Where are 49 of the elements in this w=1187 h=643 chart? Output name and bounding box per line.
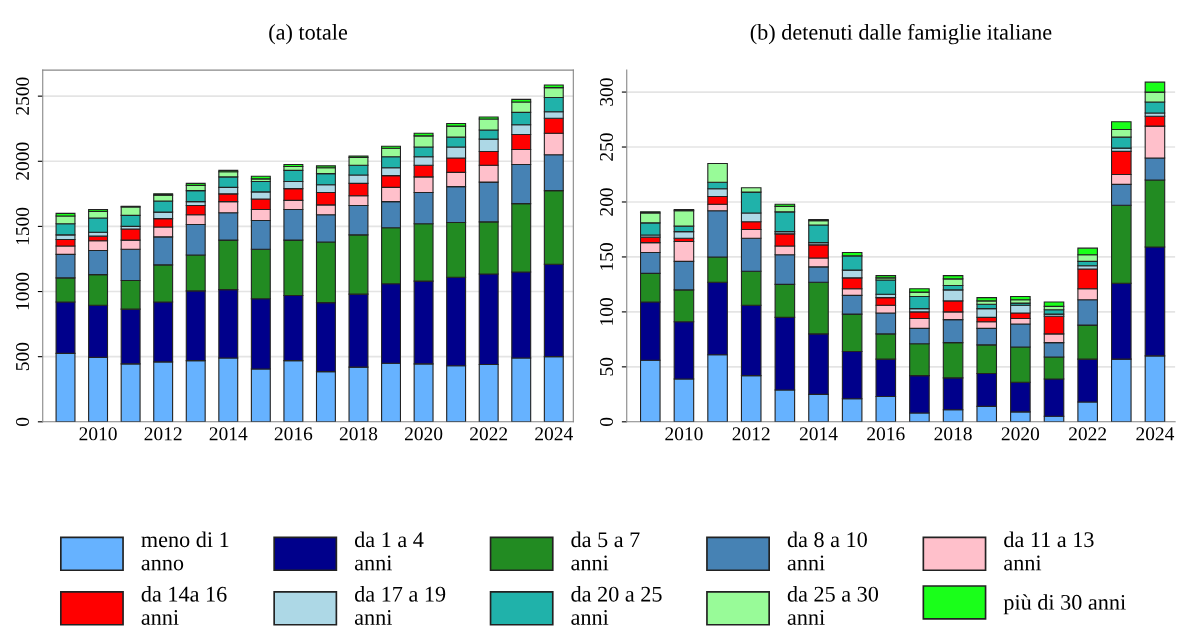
y-tick-label: 0	[599, 417, 614, 426]
bar	[808, 224, 829, 244]
y-tick-label: 500	[15, 342, 30, 371]
legend-label: da 25 a 30 anni	[787, 586, 879, 625]
x-tick-label: 2012	[144, 427, 182, 441]
y-tick-label: 250	[599, 133, 614, 161]
bar	[976, 308, 998, 318]
bar	[875, 279, 897, 295]
x-tick-label: 2018	[339, 427, 378, 441]
y-tick-label: 2000	[15, 142, 30, 180]
x-tick-label: 2022	[470, 427, 508, 441]
bar	[909, 295, 930, 310]
x-tick-label: 2014	[799, 427, 838, 441]
legend-label: da 5 a 7 anni	[571, 531, 640, 571]
x-tick-label: 2024	[535, 427, 573, 441]
legend-label: da 11 a 13 anni	[1004, 531, 1094, 571]
y-tick-label: 1000	[15, 272, 30, 310]
x-tick-label: 2010	[665, 427, 703, 441]
bar	[909, 288, 930, 293]
x-tick-label: 2022	[1069, 427, 1107, 441]
y-tick-label: 50	[599, 357, 614, 376]
chart-title: (b) detenuti dalle famiglie italiane	[750, 23, 1052, 45]
y-tick-label: 1500	[15, 207, 30, 245]
legend-label: da 14a 16 anni	[141, 586, 227, 625]
x-tick-label: 2024	[1136, 427, 1175, 441]
y-tick-label: 150	[599, 243, 614, 270]
x-tick-label: 2012	[732, 427, 770, 441]
legend-label: più di 30 anni	[1003, 594, 1126, 615]
x-tick-label: 2016	[867, 427, 905, 441]
x-tick-label: 2014	[209, 427, 248, 441]
legend-label: da 1 a 4 anni	[354, 531, 424, 571]
y-tick-label: 0	[15, 417, 30, 426]
bar	[1010, 295, 1031, 301]
y-tick-label: 300	[599, 78, 614, 106]
x-tick-label: 2020	[1001, 427, 1040, 441]
y-tick-label: 100	[599, 298, 614, 325]
bar	[185, 190, 206, 203]
bar	[774, 211, 796, 233]
x-tick-label: 2016	[274, 427, 313, 441]
bar	[1043, 301, 1065, 307]
legend-label: da 17 a 19 anni	[354, 586, 446, 625]
y-tick-label: 2500	[15, 77, 30, 115]
legend-label: da 8 a 10 anni	[787, 531, 867, 571]
x-tick-label: 2018	[934, 427, 972, 441]
x-tick-label: 2020	[404, 427, 443, 441]
x-tick-label: 2010	[79, 427, 117, 441]
legend-label: da 20 a 25 anni	[571, 586, 662, 625]
chart-title: (a) totale	[269, 24, 348, 45]
y-tick-label: 200	[599, 188, 614, 216]
